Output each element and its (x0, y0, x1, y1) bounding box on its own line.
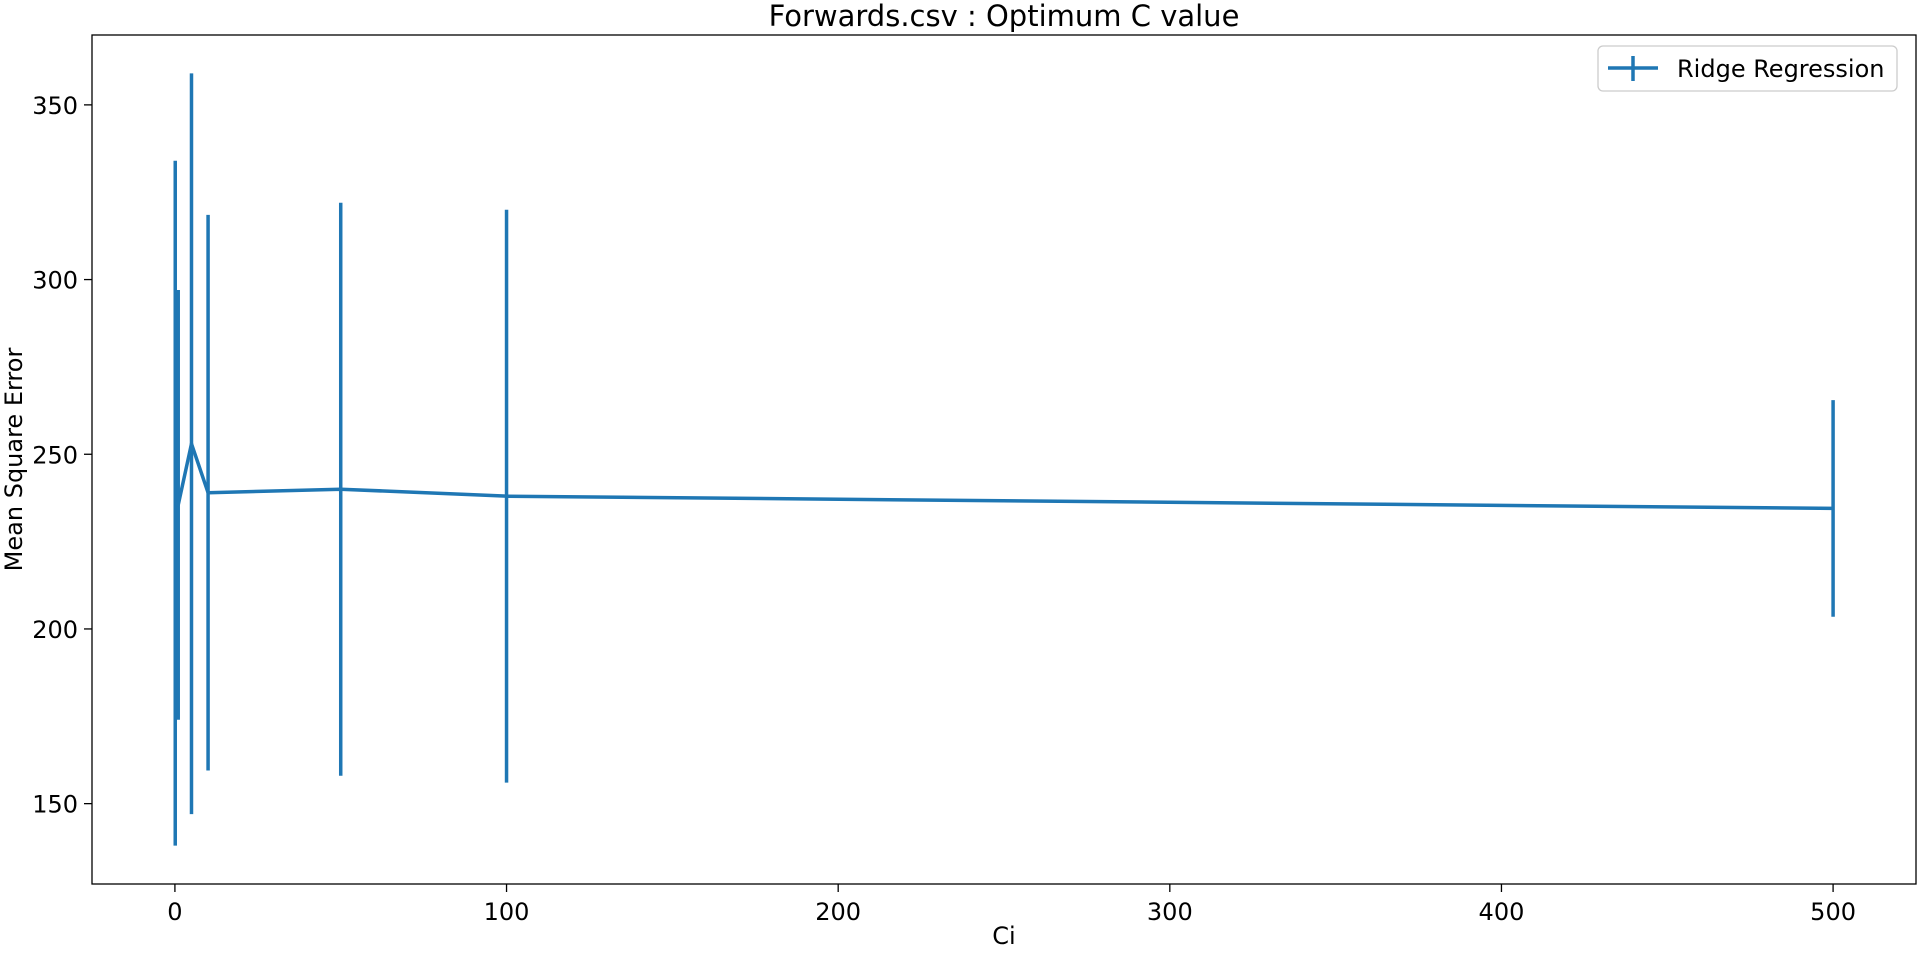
chart-title: Forwards.csv : Optimum C value (769, 0, 1240, 33)
legend: Ridge Regression (1597, 45, 1898, 92)
x-tick-label: 0 (167, 898, 182, 926)
y-axis: 150 200 250 300 350 (32, 92, 92, 819)
series-line-ridge-regression (174, 442, 1834, 511)
y-tick-label: 150 (32, 791, 78, 819)
x-tick-label: 200 (815, 898, 861, 926)
y-axis-label: Mean Square Error (0, 348, 28, 572)
y-tick-label: 200 (32, 616, 78, 644)
x-tick-label: 500 (1810, 898, 1856, 926)
error-bars (173, 73, 1835, 846)
plot-area-frame (91, 34, 1917, 885)
x-axis: 0 100 200 300 400 500 (167, 884, 1856, 926)
x-tick-label: 400 (1479, 898, 1525, 926)
y-tick-label: 300 (32, 267, 78, 295)
y-tick-label: 350 (32, 92, 78, 120)
y-tick-label: 250 (32, 441, 78, 469)
legend-label-ridge-regression: Ridge Regression (1677, 55, 1884, 83)
x-tick-label: 100 (484, 898, 530, 926)
legend-box (1597, 45, 1898, 92)
x-axis-label: Ci (992, 922, 1015, 950)
x-tick-label: 300 (1147, 898, 1193, 926)
